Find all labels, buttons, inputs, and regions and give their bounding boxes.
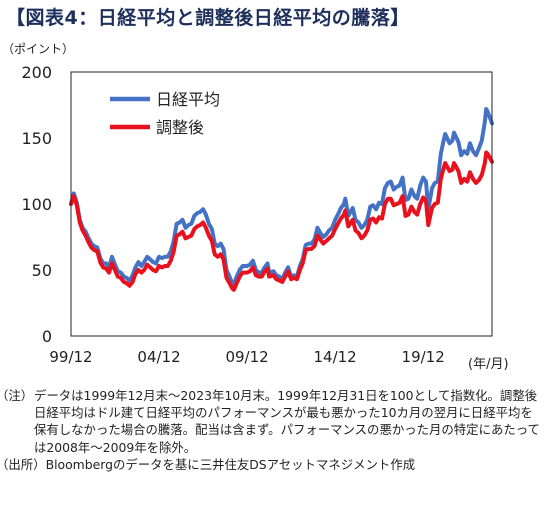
series-layer [69, 107, 494, 292]
y-tick-label: 0 [42, 327, 52, 346]
y-tick-label: 150 [21, 129, 52, 148]
chart-title: 【図表4：日経平均と調整後日経平均の騰落】 [6, 7, 410, 29]
source-label: （出所） [0, 456, 46, 472]
note-label: （注） [0, 388, 34, 403]
note-text: データは1999年12月末～2023年10月末。1999年12月31日を100と… [34, 388, 540, 455]
y-tick-labels: 0 50 100 150 200 [21, 63, 52, 346]
x-unit-label: (年/月) [468, 357, 509, 372]
legend-label: 日経平均 [156, 90, 220, 109]
y-unit-label: （ポイント） [2, 42, 74, 56]
note: （注） データは1999年12月末～2023年10月末。1999年12月31日を… [0, 387, 542, 456]
chart: （ポイント） 0 50 100 150 200 99/12 04/12 09/12 14/12… [2, 42, 509, 372]
source: （出所）Bloombergのデータを基に三井住友DSアセットマネジメント作成 [0, 456, 542, 473]
x-tick-label: 09/12 [225, 348, 268, 366]
x-tick-label: 19/12 [402, 348, 445, 366]
x-tick-label: 04/12 [137, 348, 180, 366]
series-line-2 [69, 150, 494, 292]
x-tick-label: 14/12 [313, 348, 356, 366]
plot-frame [70, 71, 493, 337]
y-tick-label: 200 [21, 63, 52, 82]
source-text: Bloombergのデータを基に三井住友DSアセットマネジメント作成 [45, 456, 416, 472]
x-tick-label: 99/12 [49, 348, 92, 366]
y-tick-label: 50 [32, 261, 52, 280]
x-tick-labels: 99/12 04/12 09/12 14/12 19/12 [49, 348, 444, 366]
legend-label: 調整後 [156, 118, 204, 137]
notes: （注） データは1999年12月末～2023年10月末。1999年12月31日を… [0, 387, 542, 473]
series-line-1 [69, 107, 494, 287]
y-tick-label: 100 [21, 195, 52, 214]
